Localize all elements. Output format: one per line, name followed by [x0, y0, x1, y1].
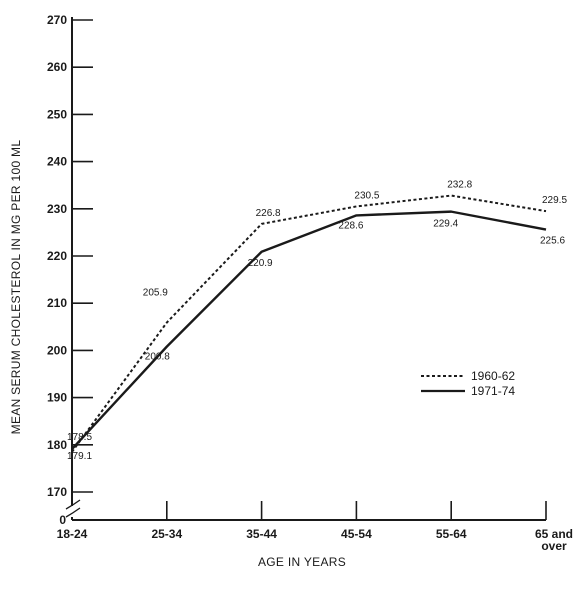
y-tick-label-zero: 0	[59, 513, 66, 527]
data-label-1971-74: 220.9	[248, 258, 273, 269]
data-label-1971-74: 228.6	[338, 220, 363, 231]
x-tick-label: 25-34	[151, 527, 182, 541]
axis-break-mark	[65, 499, 81, 518]
y-tick-label: 190	[47, 391, 67, 405]
y-tick-label: 180	[47, 438, 67, 452]
y-tick-label: 250	[47, 107, 67, 121]
legend-label-1960-62: 1960-62	[471, 369, 515, 383]
x-tick-label: 35-44	[246, 527, 277, 541]
x-ticks: 18-24 25-34 35-44 45-54 55-64 65 and over	[57, 501, 573, 553]
data-label-1971-74: 179.1	[67, 451, 92, 462]
y-tick-label: 230	[47, 202, 67, 216]
x-tick-label: 65 and over	[535, 527, 573, 553]
x-tick-label: 18-24	[57, 527, 88, 541]
legend-label-1971-74: 1971-74	[471, 384, 515, 398]
y-axis-title: MEAN SERUM CHOLESTEROL IN MG PER 100 ML	[9, 140, 23, 435]
data-label-1960-62: 205.9	[143, 288, 168, 299]
y-tick-label: 220	[47, 249, 67, 263]
data-label-1960-62: 178.5	[67, 432, 92, 443]
x-tick-label: 45-54	[341, 527, 372, 541]
data-label-1960-62: 226.8	[256, 208, 281, 219]
y-tick-label: 260	[47, 60, 67, 74]
y-tick-label: 200	[47, 343, 67, 357]
y-tick-label: 270	[47, 13, 67, 27]
y-tick-label: 210	[47, 296, 67, 310]
series-line-1960-62	[71, 194, 547, 453]
y-tick-label: 240	[47, 155, 67, 169]
data-label-1960-62: 232.8	[447, 180, 472, 191]
x-axis-title: AGE IN YEARS	[258, 555, 346, 569]
legend: 1960-62 1971-74	[421, 369, 515, 398]
y-ticks: 170 180 190 200 210 220 230 240 250 260 270 0	[47, 13, 93, 527]
data-label-1971-74: 229.4	[433, 219, 458, 230]
data-label-1971-74: 200.8	[145, 352, 170, 363]
data-label-1971-74: 225.6	[540, 236, 565, 247]
series-lines	[71, 194, 547, 453]
data-labels: 178.5 205.9 226.8 230.5 232.8 229.5 179.1 200.8…	[67, 180, 567, 462]
data-label-1960-62: 229.5	[542, 195, 567, 206]
y-tick-label: 170	[47, 485, 67, 499]
series-line-1971-74	[71, 210, 547, 450]
x-tick-label: 55-64	[436, 527, 467, 541]
data-label-1960-62: 230.5	[354, 190, 379, 201]
